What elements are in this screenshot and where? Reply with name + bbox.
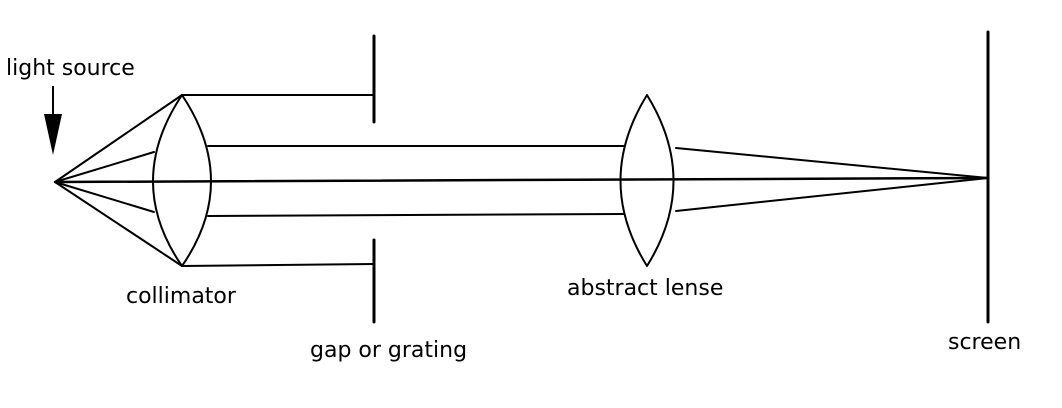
light-source-arrow xyxy=(44,86,62,155)
source-fan-rays xyxy=(54,94,183,267)
bottom-marginal-ray xyxy=(181,263,375,267)
abstract-lens xyxy=(619,94,675,267)
converging-rays xyxy=(675,147,989,212)
abstract-lense-label: abstract lense xyxy=(567,276,724,301)
screen-label: screen xyxy=(948,330,1022,355)
optical-axis xyxy=(53,176,990,184)
gap-or-grating-label: gap or grating xyxy=(310,338,468,363)
parallel-beam xyxy=(207,145,625,217)
light-source-label: light source xyxy=(6,56,135,81)
collimator-label: collimator xyxy=(126,284,236,309)
